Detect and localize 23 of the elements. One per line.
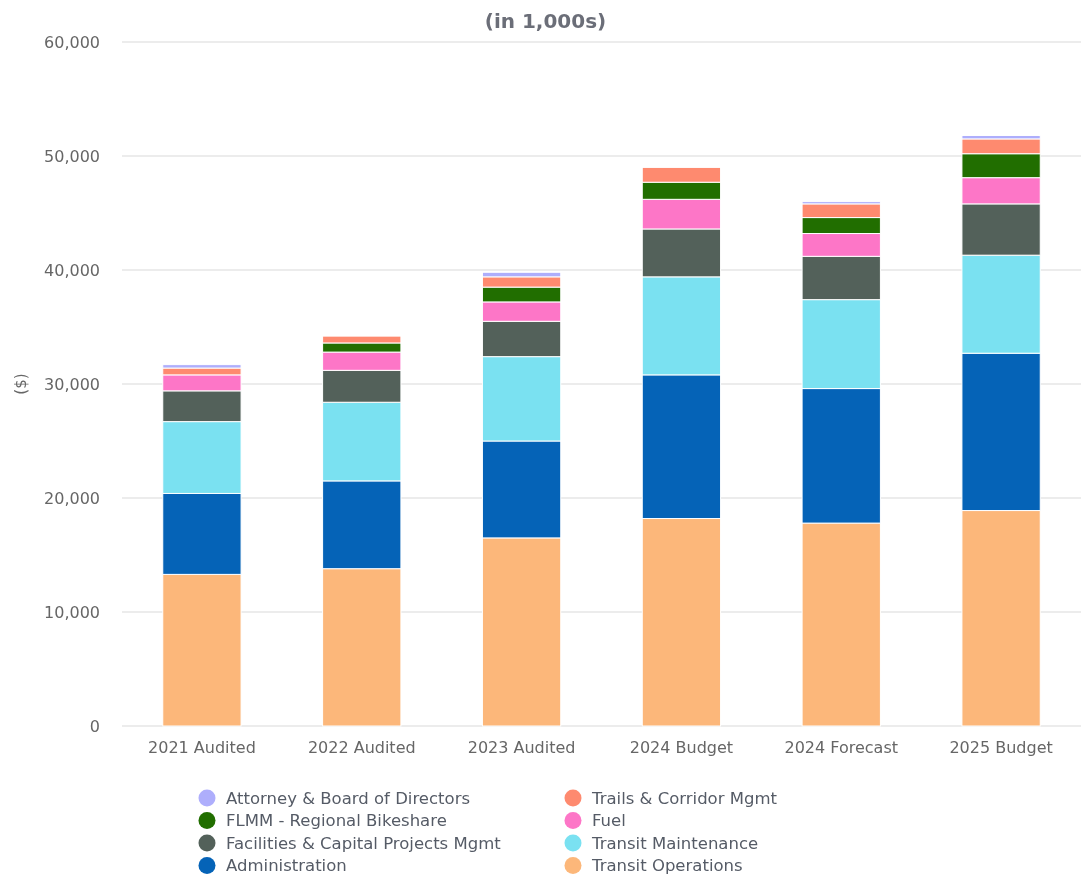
chart-title: (in 1,000s): [484, 9, 607, 33]
legend-label: Attorney & Board of Directors: [226, 788, 471, 808]
legend-label: Administration: [226, 856, 347, 876]
y-tick-label: 10,000: [44, 602, 100, 622]
y-tick-label: 40,000: [44, 260, 100, 280]
y-axis-title: ($): [12, 373, 30, 395]
y-tick-label: 50,000: [44, 146, 100, 166]
x-tick-label: 2024 Budget: [629, 738, 734, 758]
y-tick-label: 30,000: [44, 374, 100, 394]
legend-label: Fuel: [592, 811, 626, 831]
legend-label: FLMM - Regional Bikeshare: [226, 811, 447, 831]
legend-label: Facilities & Capital Projects Mgmt: [226, 833, 502, 853]
y-tick-label: 0: [89, 716, 100, 736]
legend-label: Transit Maintenance: [591, 833, 759, 853]
x-tick-label: 2021 Audited: [148, 738, 256, 758]
x-tick-label: 2023 Audited: [467, 738, 576, 758]
x-tick-label: 2022 Audited: [307, 738, 416, 758]
x-tick-label: 2024 Forecast: [784, 738, 899, 758]
legend-label: Transit Operations: [591, 856, 743, 876]
x-tick-label: 2025 Budget: [949, 738, 1053, 758]
y-tick-label: 20,000: [44, 488, 100, 508]
legend-label: Trails & Corridor Mgmt: [591, 788, 778, 808]
y-tick-label: 60,000: [44, 32, 100, 52]
